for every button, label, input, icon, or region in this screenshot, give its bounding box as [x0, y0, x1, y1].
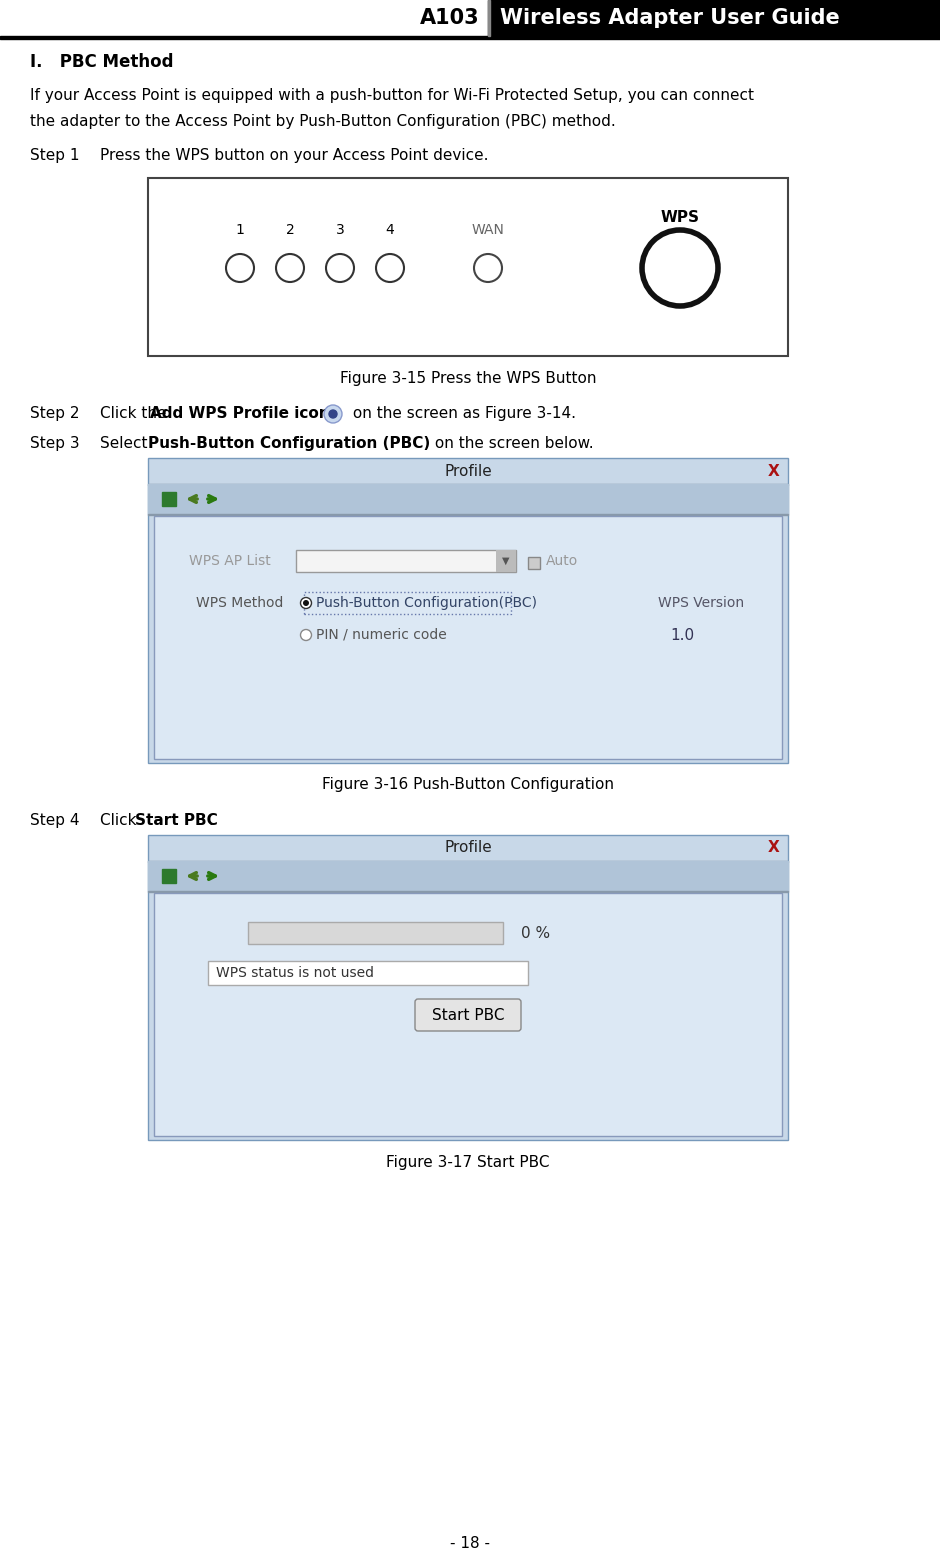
Text: - 18 -: - 18 -	[450, 1536, 490, 1551]
Bar	[154, 516, 782, 759]
Bar	[496, 551, 516, 572]
Text: Start PBC: Start PBC	[135, 813, 218, 827]
Text: PIN / numeric code: PIN / numeric code	[316, 629, 446, 641]
Text: WPS status is not used: WPS status is not used	[216, 967, 374, 981]
Circle shape	[303, 601, 309, 605]
Text: WPS: WPS	[661, 211, 699, 225]
Text: 3: 3	[336, 224, 344, 238]
Text: on the screen below.: on the screen below.	[430, 436, 594, 450]
Bar	[528, 557, 540, 569]
Circle shape	[324, 405, 342, 422]
Text: X: X	[768, 463, 780, 479]
Bar	[148, 862, 788, 891]
Text: Push-Button Configuration (PBC): Push-Button Configuration (PBC)	[148, 436, 431, 450]
Bar	[0, 0, 940, 36]
Circle shape	[329, 410, 337, 418]
Text: Figure 3-17 Start PBC: Figure 3-17 Start PBC	[386, 1154, 550, 1170]
Text: Figure 3-15 Press the WPS Button: Figure 3-15 Press the WPS Button	[339, 371, 596, 385]
Text: the adapter to the Access Point by Push-Button Configuration (PBC) method.: the adapter to the Access Point by Push-…	[30, 114, 616, 128]
Text: Add WPS Profile icon: Add WPS Profile icon	[150, 407, 330, 421]
Text: 1: 1	[236, 224, 244, 238]
Text: X: X	[768, 840, 780, 856]
Bar	[162, 493, 176, 507]
Circle shape	[226, 253, 254, 282]
Circle shape	[474, 253, 502, 282]
Text: Wireless Adapter User Guide: Wireless Adapter User Guide	[500, 8, 839, 28]
Text: I.   PBC Method: I. PBC Method	[30, 53, 174, 70]
Circle shape	[326, 253, 354, 282]
Bar	[148, 178, 788, 357]
Text: Profile: Profile	[444, 463, 492, 479]
Text: on the screen as Figure 3-14.: on the screen as Figure 3-14.	[348, 407, 576, 421]
Bar	[304, 593, 511, 615]
Text: WPS AP List: WPS AP List	[189, 554, 271, 568]
Bar	[488, 0, 940, 36]
Text: ▼: ▼	[502, 555, 509, 566]
Text: Push-Button Configuration(PBC): Push-Button Configuration(PBC)	[316, 596, 537, 610]
Text: Press the WPS button on your Access Point device.: Press the WPS button on your Access Poin…	[100, 149, 489, 163]
Bar	[208, 960, 528, 985]
Text: 0 %: 0 %	[521, 926, 550, 940]
Text: Start PBC: Start PBC	[431, 1007, 504, 1023]
Text: Auto: Auto	[546, 554, 578, 568]
FancyBboxPatch shape	[415, 999, 521, 1031]
Text: Step 4: Step 4	[30, 813, 80, 827]
Circle shape	[301, 629, 311, 641]
Bar	[248, 923, 503, 945]
Text: 1.0: 1.0	[670, 627, 694, 643]
Text: Click the: Click the	[100, 407, 171, 421]
Bar	[148, 835, 788, 1140]
Text: Select: Select	[100, 436, 152, 450]
Circle shape	[376, 253, 404, 282]
Bar	[0, 36, 940, 39]
Text: Step 1: Step 1	[30, 149, 80, 163]
Text: Step 2: Step 2	[30, 407, 80, 421]
Text: 4: 4	[385, 224, 395, 238]
Text: A103: A103	[420, 8, 480, 28]
Bar	[154, 893, 782, 1135]
Circle shape	[301, 597, 311, 608]
Bar	[296, 551, 516, 572]
Text: Profile: Profile	[444, 840, 492, 856]
Bar	[148, 483, 788, 515]
Text: WAN: WAN	[472, 224, 505, 238]
Bar	[162, 870, 176, 884]
Text: WPS Method: WPS Method	[196, 596, 284, 610]
Text: 2: 2	[286, 224, 294, 238]
Text: If your Access Point is equipped with a push-button for Wi-Fi Protected Setup, y: If your Access Point is equipped with a …	[30, 88, 754, 103]
Text: WPS Version: WPS Version	[658, 596, 744, 610]
Circle shape	[642, 230, 718, 307]
Text: .: .	[208, 813, 212, 827]
Text: Step 3: Step 3	[30, 436, 80, 450]
Bar	[488, 0, 490, 36]
Circle shape	[276, 253, 304, 282]
Text: Click: Click	[100, 813, 141, 827]
Bar	[148, 458, 788, 763]
Text: Figure 3-16 Push-Button Configuration: Figure 3-16 Push-Button Configuration	[322, 777, 614, 793]
